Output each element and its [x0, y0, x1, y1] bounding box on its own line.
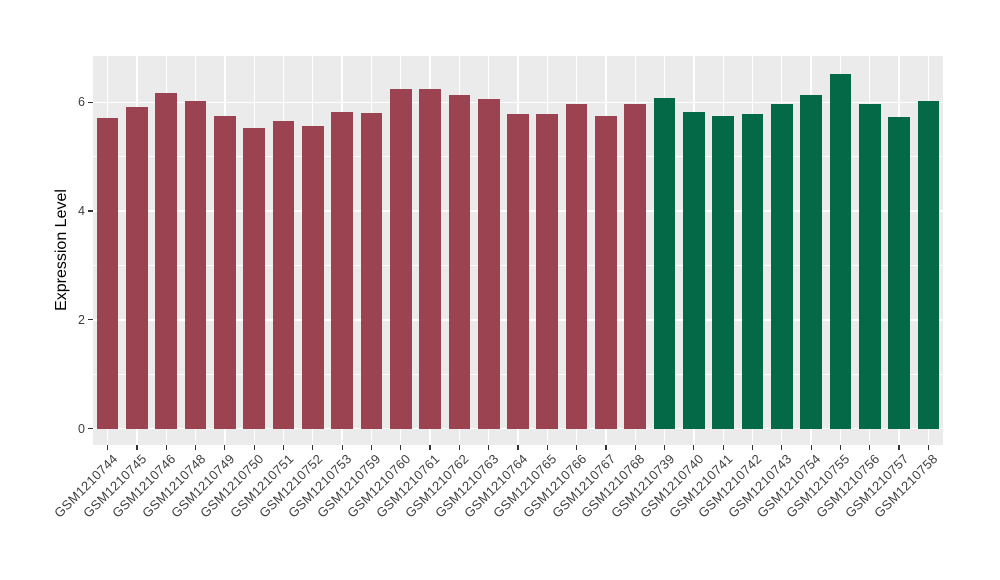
- x-tick-mark: [458, 445, 460, 450]
- bar-GSM1210748: [184, 101, 207, 429]
- x-tick-mark: [927, 445, 929, 450]
- x-tick-mark: [546, 445, 548, 450]
- bar-GSM1210746: [155, 93, 178, 429]
- bar-GSM1210767: [595, 116, 617, 429]
- bar-GSM1210764: [507, 113, 529, 429]
- x-tick-mark: [107, 445, 109, 450]
- x-tick-mark: [282, 445, 285, 450]
- x-tick-mark: [781, 445, 783, 450]
- plot-panel: [93, 56, 943, 445]
- x-tick-mark: [224, 445, 226, 450]
- bar-GSM1210740: [683, 111, 705, 429]
- x-tick-mark: [429, 445, 431, 450]
- y-tick-label: 2: [78, 312, 85, 327]
- bar-GSM1210755: [829, 73, 852, 429]
- bar-GSM1210751: [272, 121, 295, 429]
- y-tick-mark: [87, 319, 93, 321]
- x-tick-mark: [605, 445, 607, 450]
- x-tick-mark: [517, 445, 519, 450]
- y-tick-mark: [87, 101, 93, 103]
- x-tick-mark: [194, 445, 197, 450]
- x-tick-mark: [663, 445, 666, 450]
- x-tick-mark: [839, 445, 841, 450]
- bar-GSM1210760: [389, 89, 412, 429]
- bar-GSM1210759: [360, 112, 383, 429]
- x-tick-mark: [693, 445, 695, 450]
- bar-GSM1210761: [419, 88, 441, 429]
- bar-GSM1210758: [917, 100, 940, 429]
- y-tick-mark: [87, 210, 93, 212]
- bar-GSM1210750: [243, 128, 266, 429]
- x-tick-mark: [576, 445, 578, 450]
- y-tick-label: 0: [78, 421, 85, 436]
- bar-GSM1210756: [858, 103, 881, 429]
- x-tick-mark: [253, 445, 255, 450]
- y-tick-mark: [87, 428, 93, 430]
- x-tick-mark: [751, 445, 754, 450]
- x-tick-mark: [898, 445, 900, 450]
- x-tick-mark: [370, 445, 373, 450]
- x-tick-mark: [634, 445, 636, 450]
- x-tick-mark: [136, 445, 138, 450]
- bar-GSM1210752: [301, 125, 324, 429]
- bar-GSM1210765: [536, 113, 559, 429]
- x-tick-mark: [341, 445, 343, 450]
- x-tick-mark: [312, 445, 314, 450]
- x-tick-mark: [400, 445, 402, 450]
- x-tick-mark: [810, 445, 812, 450]
- bar-GSM1210768: [624, 103, 647, 429]
- bar-GSM1210762: [448, 95, 471, 429]
- x-tick-mark: [869, 445, 871, 450]
- bar-GSM1210754: [800, 95, 822, 429]
- bar-GSM1210739: [653, 98, 676, 429]
- bar-GSM1210753: [331, 111, 353, 429]
- bar-GSM1210749: [214, 116, 236, 429]
- bar-GSM1210741: [712, 115, 734, 429]
- y-tick-label: 4: [78, 204, 85, 219]
- bar-GSM1210763: [477, 99, 500, 429]
- bar-GSM1210745: [126, 107, 148, 429]
- x-tick-mark: [165, 445, 167, 450]
- x-tick-mark: [488, 445, 490, 450]
- bar-GSM1210766: [565, 103, 588, 429]
- bar-GSM1210757: [888, 116, 910, 429]
- y-tick-label: 6: [78, 95, 85, 110]
- x-tick-mark: [722, 445, 724, 450]
- bar-GSM1210742: [741, 113, 764, 429]
- bar-GSM1210743: [770, 103, 793, 429]
- bar-GSM1210744: [96, 117, 119, 429]
